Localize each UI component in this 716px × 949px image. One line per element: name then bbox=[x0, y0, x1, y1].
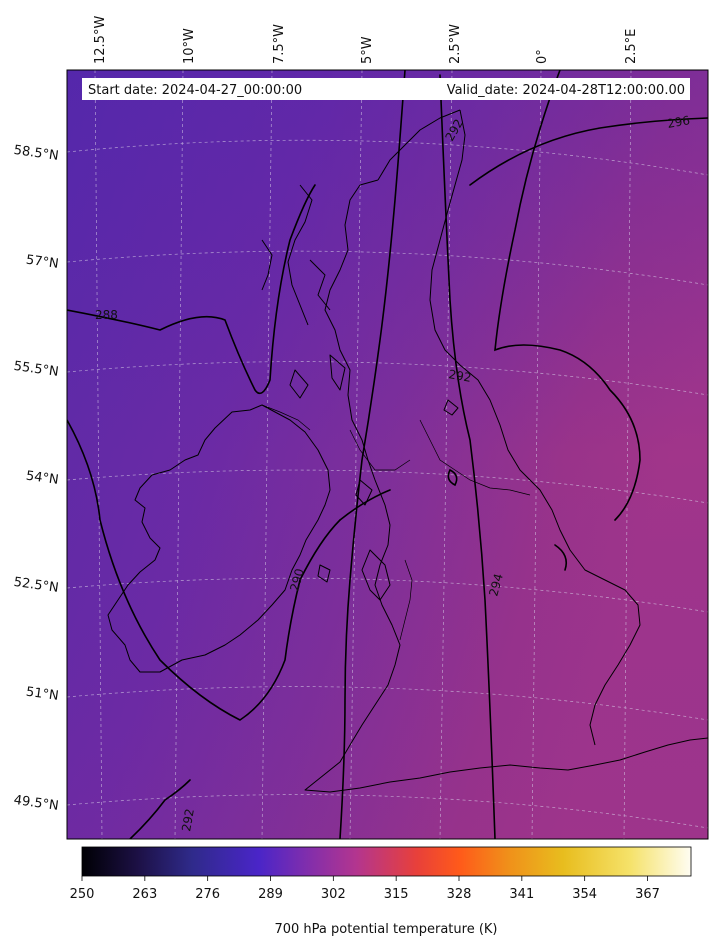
contour-294-line bbox=[439, 74, 496, 839]
colorbar-tick-label: 354 bbox=[572, 887, 597, 902]
lon-tick-label: 5°W bbox=[360, 36, 375, 64]
colorbar-tick-label: 341 bbox=[509, 887, 534, 902]
lon-tick-label: 12.5°W bbox=[93, 16, 108, 64]
contour-290-line bbox=[67, 419, 341, 721]
valid-date-text: Valid_date: 2024-04-28T12:00:00.00 bbox=[447, 83, 685, 98]
colorbar-tick-label: 302 bbox=[321, 887, 346, 902]
contour-292-line bbox=[339, 70, 406, 839]
colorbar-tick-label: 289 bbox=[258, 887, 283, 902]
contour-label: 294 bbox=[486, 572, 505, 598]
coastlines bbox=[107, 109, 708, 793]
borders bbox=[261, 404, 531, 641]
colorbar-ticks: 250 263 276 289 302 315 328 341 354 367 bbox=[70, 876, 660, 902]
lon-tick-label: 0° bbox=[535, 49, 550, 64]
contour-296-inner bbox=[494, 70, 641, 521]
lat-tick-label: 52.5°N bbox=[13, 575, 60, 596]
lat-tick-label: 55.5°N bbox=[13, 359, 60, 380]
contour-288-line bbox=[67, 184, 316, 395]
lat-tick-label: 54°N bbox=[25, 469, 60, 488]
coastline-ireland bbox=[107, 404, 331, 673]
temperature-field-shading bbox=[67, 70, 708, 839]
colorbar-tick-label: 263 bbox=[132, 887, 157, 902]
colorbar-tick-label: 276 bbox=[195, 887, 220, 902]
lat-tick-label: 49.5°N bbox=[13, 793, 60, 814]
colorbar-tick-label: 367 bbox=[635, 887, 660, 902]
contour-292-south bbox=[129, 779, 191, 839]
colorbar-label: 700 hPa potential temperature (K) bbox=[274, 922, 497, 937]
lon-tick-label: 10°W bbox=[182, 28, 197, 64]
contour-296-line bbox=[469, 117, 708, 186]
colorbar-tick-label: 328 bbox=[447, 887, 472, 902]
contour-label: 292 bbox=[179, 808, 197, 833]
date-header-box bbox=[82, 78, 690, 100]
contour-label: 292 bbox=[447, 367, 472, 385]
lon-tick-label: 2.5°E bbox=[624, 29, 639, 64]
coastline-great-britain bbox=[304, 179, 708, 793]
lat-tick-label: 51°N bbox=[25, 685, 60, 704]
contour-label: 288 bbox=[95, 308, 118, 322]
longitude-ticks: 12.5°W 10°W 7.5°W 5°W 2.5°W 0° 2.5°E bbox=[93, 16, 639, 64]
lat-tick-label: 57°N bbox=[25, 253, 60, 272]
map-panel: 296 292 288 292 290 294 292 Start date: … bbox=[66, 69, 709, 840]
colorbar-tick-label: 315 bbox=[384, 887, 409, 902]
latitude-ticks: 58.5°N 57°N 55.5°N 54°N 52.5°N 51°N 49.5… bbox=[13, 143, 60, 814]
lat-tick-label: 58.5°N bbox=[13, 143, 60, 164]
colorbar: 250 263 276 289 302 315 328 341 354 367 700 hPa p… bbox=[70, 846, 692, 937]
map-frame bbox=[66, 69, 709, 840]
start-date-text: Start date: 2024-04-27_00:00:00 bbox=[88, 83, 302, 98]
lon-tick-label: 2.5°W bbox=[448, 24, 463, 64]
contour-label: 296 bbox=[666, 113, 691, 131]
colorbar-gradient bbox=[81, 846, 692, 877]
colorbar-tick-label: 250 bbox=[70, 887, 95, 902]
contour-label: 290 bbox=[287, 567, 306, 593]
contours bbox=[67, 70, 708, 839]
lon-tick-label: 7.5°W bbox=[272, 24, 287, 64]
